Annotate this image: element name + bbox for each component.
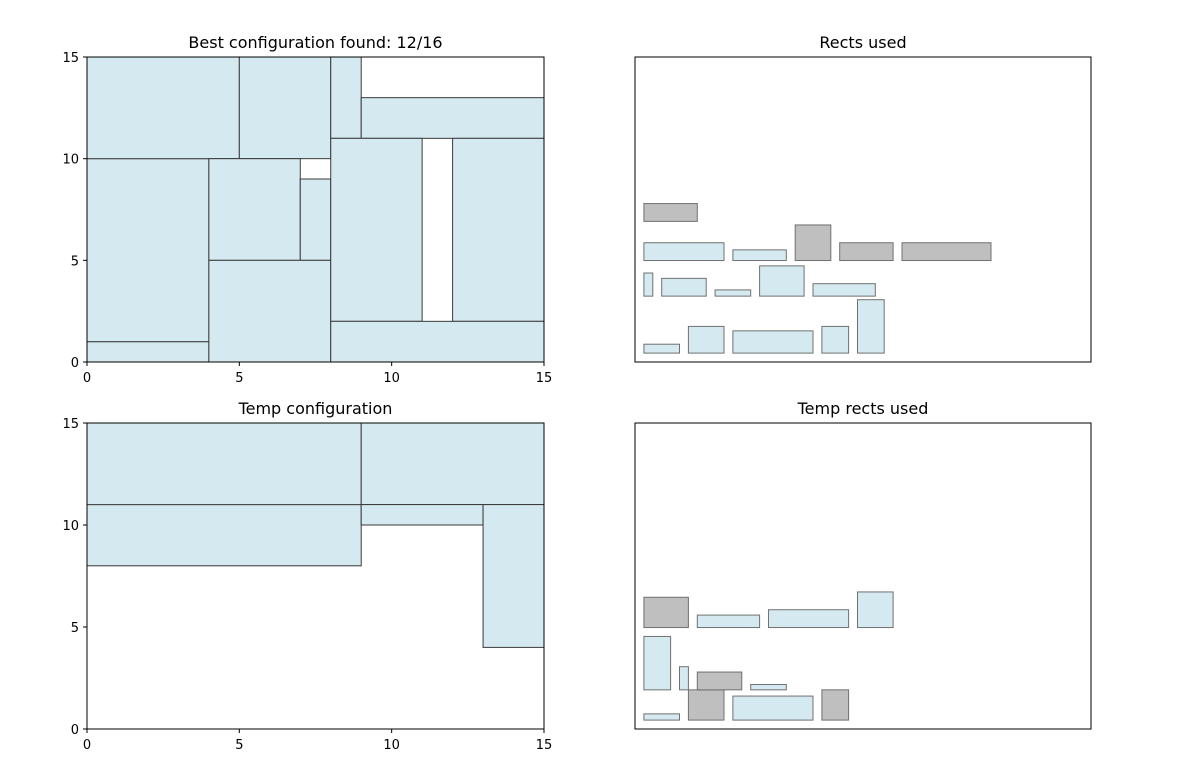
packed-rect: [238, 56, 332, 160]
chart-title: Rects used: [819, 33, 906, 52]
axes-frame: [634, 56, 1092, 363]
packed-rect: [330, 56, 362, 139]
inventory-rect-used: [821, 325, 850, 354]
inventory-rect-unused: [696, 671, 743, 691]
inventory-rect-used: [643, 272, 654, 297]
packed-rect: [86, 341, 210, 363]
panel-temp-rects-used: Temp rects used: [634, 399, 1092, 730]
x-tick-label: 0: [83, 371, 91, 386]
inventory-rect-unused: [901, 242, 992, 262]
packed-rect: [360, 97, 545, 139]
inventory-rect-used: [643, 343, 681, 354]
panel-rects-used: Rects used: [634, 33, 1092, 363]
x-tick-label: 10: [383, 371, 400, 386]
inventory-rect-used: [750, 684, 787, 691]
inventory-rect-used: [857, 591, 894, 629]
inventory-rect-used: [643, 635, 672, 691]
x-tick-label: 15: [536, 738, 553, 753]
inventory-rect-unused: [687, 689, 725, 721]
axes-frame: [86, 422, 545, 730]
inventory-rect-used: [696, 614, 761, 629]
y-tick-label: 15: [62, 51, 79, 66]
packed-rect: [86, 158, 210, 343]
y-tick-label: 5: [71, 254, 79, 269]
inventory-rect-used: [643, 242, 725, 262]
inventory-rect-used: [732, 330, 814, 354]
inventory-rect-used: [768, 609, 850, 629]
inventory-rect-unused: [794, 224, 832, 262]
packed-rect: [482, 504, 545, 648]
y-tick-label: 0: [71, 723, 79, 738]
y-tick-label: 10: [62, 153, 79, 168]
packed-rect: [86, 56, 240, 160]
axes-frame: [86, 56, 545, 363]
y-tick-label: 15: [62, 417, 79, 432]
y-tick-label: 5: [71, 621, 79, 636]
y-tick-label: 10: [62, 519, 79, 534]
x-tick-label: 15: [536, 371, 553, 386]
chart-title: Best configuration found: 12/16: [188, 33, 442, 52]
packed-rect: [360, 422, 545, 506]
packed-rect: [86, 504, 362, 567]
chart-title: Temp configuration: [238, 399, 393, 418]
packed-rect: [360, 504, 484, 526]
inventory-rect-used: [643, 713, 681, 721]
y-tick-label: 0: [71, 356, 79, 371]
x-tick-label: 10: [383, 738, 400, 753]
axes-frame: [634, 422, 1092, 730]
inventory-rect-used: [687, 325, 725, 354]
panel-best-configuration: Best configuration found: 12/16 0 5 10 15 0 5 1…: [62, 33, 552, 386]
inventory-rect-unused: [839, 242, 894, 262]
inventory-rect-used: [732, 249, 787, 262]
inventory-rect-used: [732, 695, 814, 721]
packed-rect: [330, 137, 423, 322]
inventory-rect-used: [661, 277, 707, 297]
inventory-rect-used: [812, 283, 876, 297]
inventory-rect-used: [857, 299, 885, 354]
packed-rect: [452, 137, 545, 322]
packed-rect: [330, 320, 545, 363]
x-tick-label: 0: [83, 738, 91, 753]
packed-rect: [86, 422, 362, 506]
x-tick-label: 5: [235, 371, 243, 386]
inventory-rect-unused: [821, 689, 850, 721]
panel-temp-configuration: Temp configuration 0 5 10 15 0 5 10 15: [62, 399, 552, 753]
packed-rect: [208, 158, 301, 261]
packed-rect: [299, 178, 332, 261]
chart-title: Temp rects used: [797, 399, 929, 418]
packed-rect: [208, 259, 332, 363]
inventory-rect-used: [714, 289, 752, 297]
inventory-rect-used: [759, 265, 805, 297]
inventory-rect-unused: [643, 203, 698, 222]
x-tick-label: 5: [235, 738, 243, 753]
inventory-rect-used: [679, 666, 689, 691]
inventory-rect-unused: [643, 596, 689, 629]
